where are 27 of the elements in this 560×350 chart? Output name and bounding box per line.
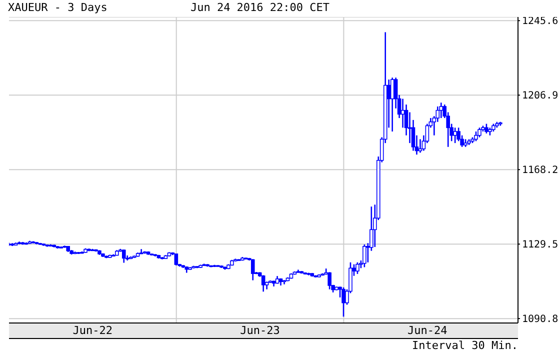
candlestick	[418, 138, 422, 154]
candlestick	[474, 130, 478, 142]
candlestick	[439, 102, 444, 119]
x-tick-label: Jun-23	[240, 324, 280, 337]
y-tick-label: 1129.5	[522, 240, 558, 251]
candlestick	[400, 98, 405, 128]
candlestick	[261, 274, 266, 292]
candlestick	[174, 252, 178, 266]
candlestick	[390, 76, 394, 132]
y-tick-label: 1090.8	[522, 314, 558, 326]
candlestick	[328, 272, 332, 290]
candlestick	[342, 286, 346, 318]
x-tick-label: Jun-24	[407, 324, 448, 337]
chart-subtitle: Jun 24 2016 22:00 CET	[190, 1, 330, 14]
text: Interval 30 Min.	[412, 339, 518, 350]
candlestick	[122, 248, 126, 264]
candlestick	[362, 244, 366, 268]
y-tick-label: 1245.6	[522, 16, 558, 28]
candlestick	[478, 127, 482, 138]
candlestick	[484, 123, 488, 134]
candlestick	[356, 262, 360, 275]
y-tick-label: 1206.9	[522, 90, 558, 102]
y-tick-label: 1168.2	[522, 165, 558, 176]
chart-title: XAUEUR - 3 Days	[8, 1, 108, 14]
x-tick-label: Jun-22	[72, 324, 113, 337]
candlestick	[250, 258, 255, 281]
candlestick	[453, 127, 457, 144]
